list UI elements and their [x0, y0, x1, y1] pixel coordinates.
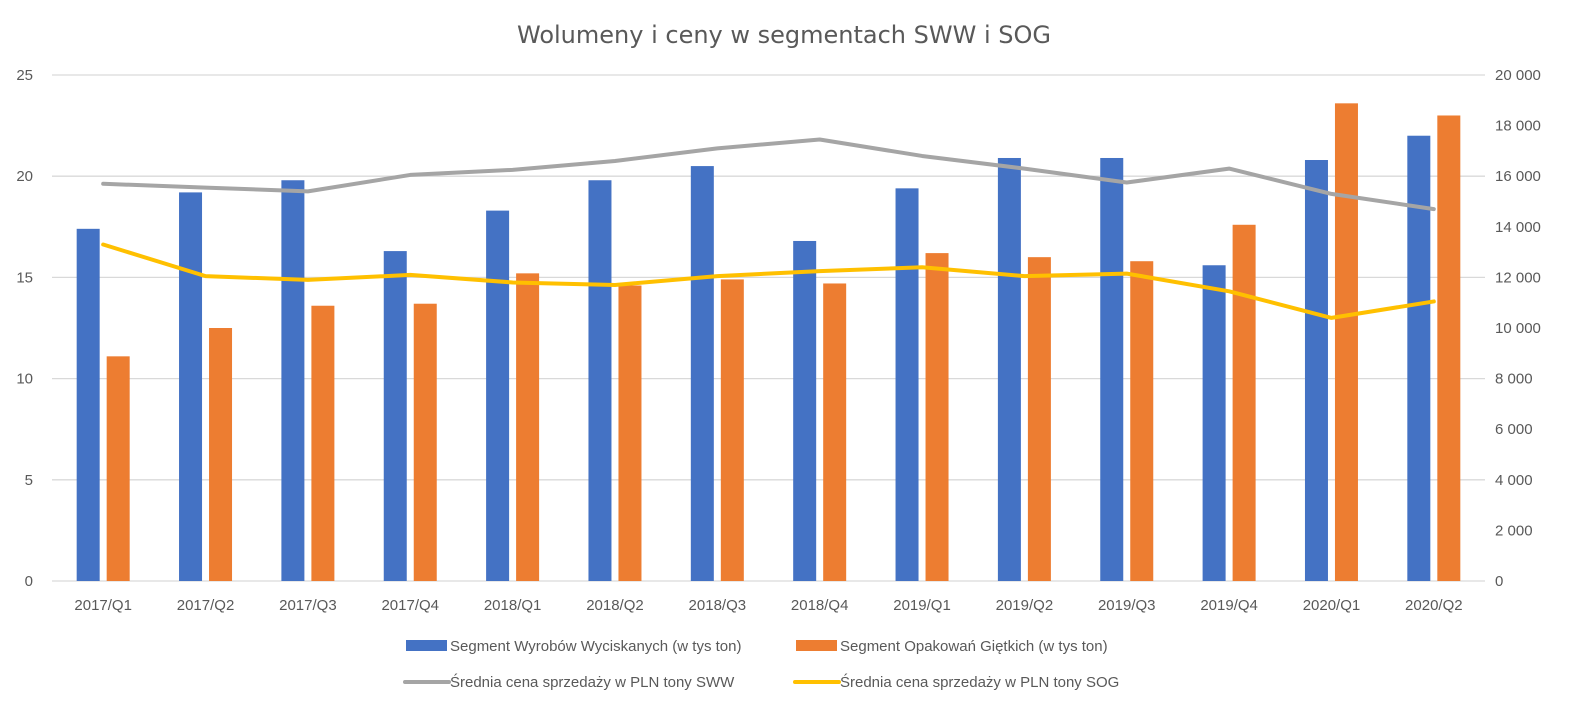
y-left-tick-label: 25 [16, 67, 33, 84]
bar-sog [823, 283, 847, 581]
legend-label: Segment Wyrobów Wyciskanych (w tys ton) [450, 638, 741, 655]
y-right-tick-label: 8 000 [1495, 371, 1533, 388]
legend-label: Średnia cena sprzedaży w PLN tony SWW [450, 673, 735, 691]
bar-sog [1027, 257, 1051, 581]
x-tick-label: 2017/Q3 [279, 597, 337, 614]
y-right-tick-label: 18 000 [1495, 118, 1541, 135]
bar-sog [1232, 224, 1256, 581]
bar-sww [793, 240, 817, 581]
bar-sww [997, 157, 1021, 581]
x-tick-label: 2017/Q4 [381, 597, 439, 614]
legend-swatch [406, 640, 447, 651]
x-tick-label: 2018/Q1 [484, 597, 542, 614]
y-left-tick-label: 5 [25, 472, 33, 489]
x-tick-label: 2020/Q1 [1303, 597, 1361, 614]
y-right-tick-label: 10 000 [1495, 320, 1541, 337]
legend-label: Segment Opakowań Giętkich (w tys ton) [840, 638, 1108, 655]
y-right-tick-label: 4 000 [1495, 472, 1533, 489]
x-tick-label: 2019/Q4 [1200, 597, 1258, 614]
bar-sog [618, 285, 642, 581]
bar-sog [1334, 103, 1358, 581]
y-right-tick-label: 6 000 [1495, 421, 1533, 438]
bar-sww [1202, 265, 1226, 581]
y-left-tick-label: 0 [25, 573, 33, 590]
y-right-tick-label: 14 000 [1495, 219, 1541, 236]
bar-sww [690, 166, 714, 581]
bar-sww [1100, 157, 1124, 581]
bar-sww [1407, 135, 1431, 581]
x-tick-label: 2019/Q2 [996, 597, 1054, 614]
bar-sww [281, 180, 305, 582]
bar-sww [895, 188, 919, 581]
line-sog-price [101, 242, 1436, 320]
legend-swatch [796, 640, 837, 651]
bar-sog [925, 253, 949, 581]
y-right-tick-label: 20 000 [1495, 67, 1541, 84]
y-left-tick-label: 15 [16, 269, 33, 286]
x-tick-label: 2020/Q2 [1405, 597, 1463, 614]
bar-sww [76, 228, 100, 581]
bar-sog [720, 279, 744, 581]
x-tick-label: 2017/Q2 [177, 597, 235, 614]
y-left-tick-label: 20 [16, 168, 33, 185]
y-left-tick-label: 10 [16, 371, 33, 388]
bar-sww [486, 210, 510, 581]
bar-sog [516, 273, 540, 581]
line-sww-price [101, 137, 1436, 212]
bar-sww [179, 192, 203, 581]
bar-sog [413, 303, 437, 581]
x-tick-label: 2018/Q2 [586, 597, 644, 614]
y-right-tick-label: 2 000 [1495, 522, 1533, 539]
bar-sww [1304, 160, 1328, 581]
bar-sww [588, 180, 612, 582]
y-right-tick-label: 16 000 [1495, 168, 1541, 185]
bar-sog [106, 356, 130, 581]
bar-sww [383, 251, 407, 581]
bar-sog [209, 328, 233, 581]
bar-sog [1130, 261, 1154, 581]
y-right-tick-label: 0 [1495, 573, 1503, 590]
bar-sog [311, 305, 335, 581]
bar-sog [1437, 115, 1461, 581]
x-tick-label: 2017/Q1 [74, 597, 132, 614]
x-tick-label: 2019/Q1 [893, 597, 951, 614]
x-tick-label: 2018/Q4 [791, 597, 849, 614]
x-tick-label: 2019/Q3 [1098, 597, 1156, 614]
chart-title: Wolumeny i ceny w segmentach SWW i SOG [517, 21, 1051, 49]
x-tick-label: 2018/Q3 [689, 597, 747, 614]
legend-label: Średnia cena sprzedaży w PLN tony SOG [840, 673, 1119, 691]
y-right-tick-label: 12 000 [1495, 269, 1541, 286]
